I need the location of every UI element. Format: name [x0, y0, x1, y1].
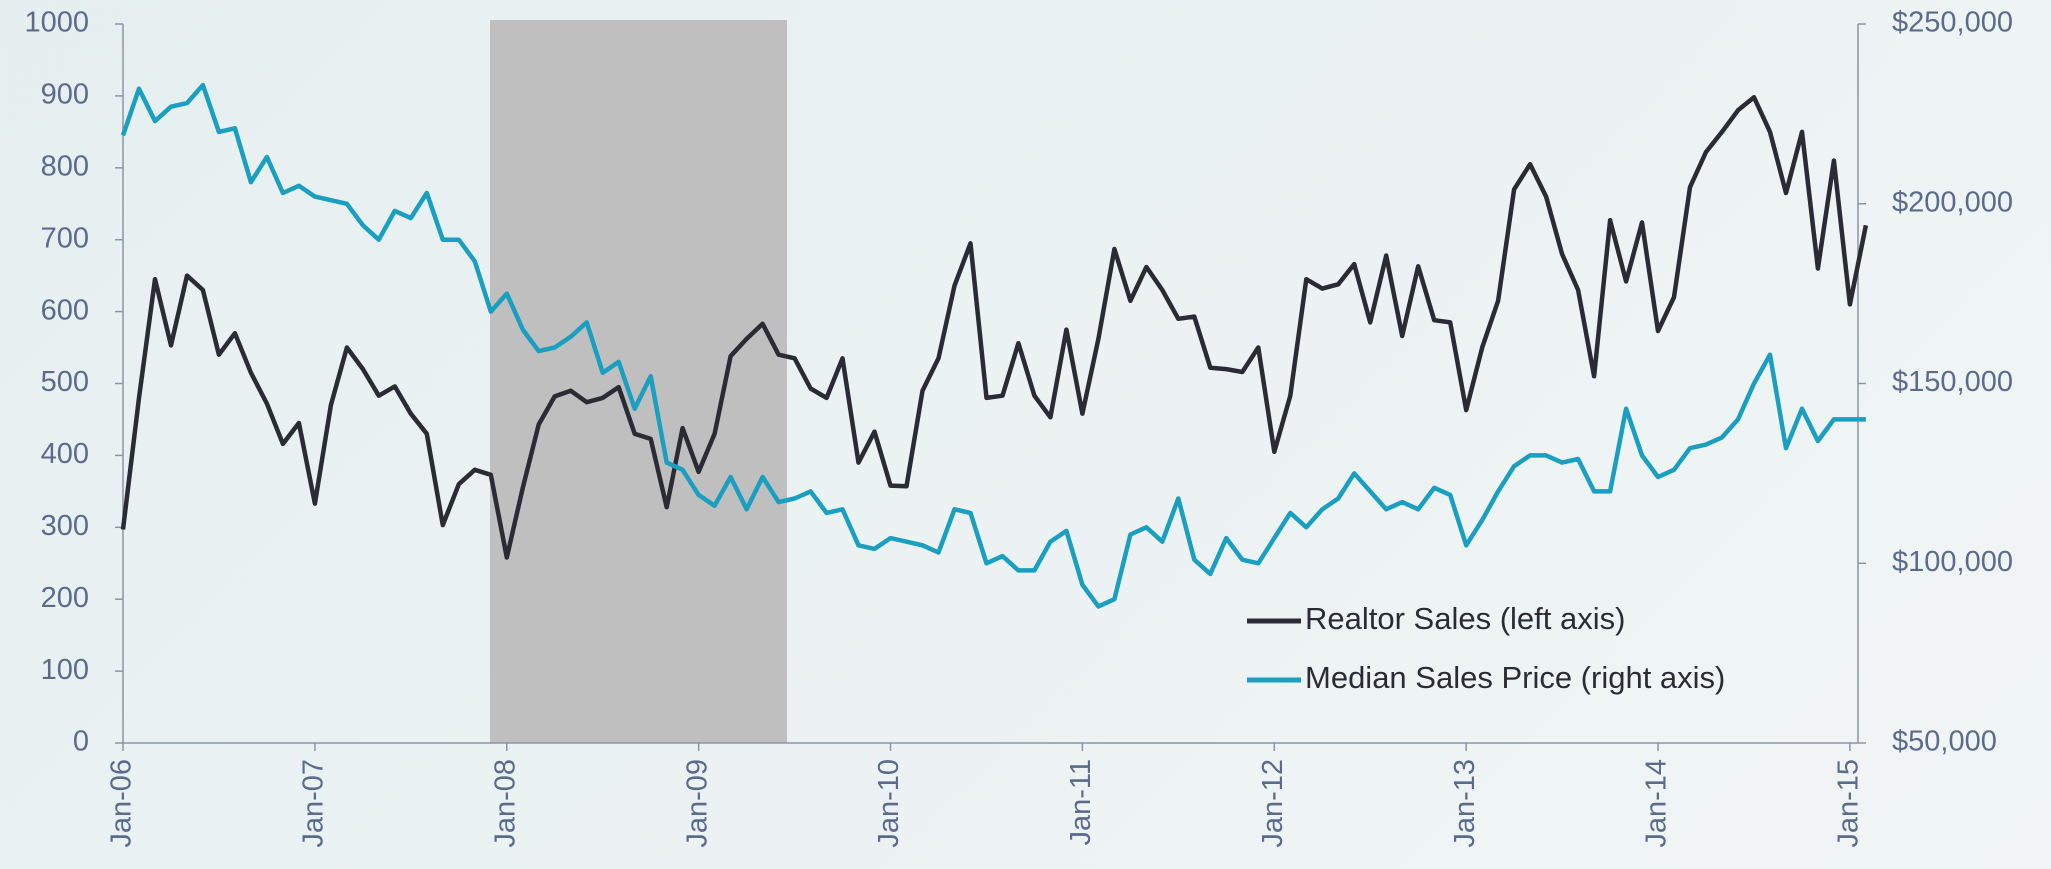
y-tick-label: 800 — [41, 150, 89, 182]
y2-tick-label: $200,000 — [1892, 186, 2013, 218]
series-line — [120, 95, 1869, 560]
x-tick-label: Jan-13 — [1449, 759, 1481, 848]
y-tick-label: 1000 — [24, 7, 89, 39]
legend-label: Median Sales Price (right axis) — [1305, 660, 1725, 695]
x-tick-label: Jan-09 — [681, 759, 713, 848]
x-tick-label: Jan-06 — [106, 759, 138, 848]
x-tick-label: Jan-07 — [298, 759, 330, 848]
x-tick-label: Jan-15 — [1833, 759, 1865, 848]
y2-tick-label: $150,000 — [1892, 366, 2013, 398]
legend-label: Realtor Sales (left axis) — [1305, 601, 1625, 636]
y-tick-label: 500 — [41, 366, 89, 398]
series-line — [120, 82, 1866, 609]
y-tick-label: 400 — [41, 438, 89, 470]
y-tick-label: 700 — [41, 222, 89, 254]
y-tick-label: 100 — [41, 654, 89, 686]
y2-tick-label: $50,000 — [1892, 726, 1997, 758]
x-tick-label: Jan-14 — [1641, 759, 1673, 848]
x-tick-label: Jan-08 — [489, 759, 521, 848]
y-tick-label: 900 — [41, 79, 89, 111]
y-tick-label: 600 — [41, 294, 89, 326]
x-tick-label: Jan-12 — [1257, 759, 1289, 848]
y-tick-label: 200 — [41, 582, 89, 614]
x-tick-label: Jan-10 — [873, 759, 905, 848]
y2-tick-label: $100,000 — [1892, 546, 2013, 578]
x-tick-label: Jan-11 — [1065, 759, 1097, 846]
recession-shading — [490, 20, 787, 743]
y-tick-label: 300 — [41, 510, 89, 542]
y-tick-label: 0 — [73, 726, 89, 758]
y2-tick-label: $250,000 — [1892, 7, 2013, 39]
